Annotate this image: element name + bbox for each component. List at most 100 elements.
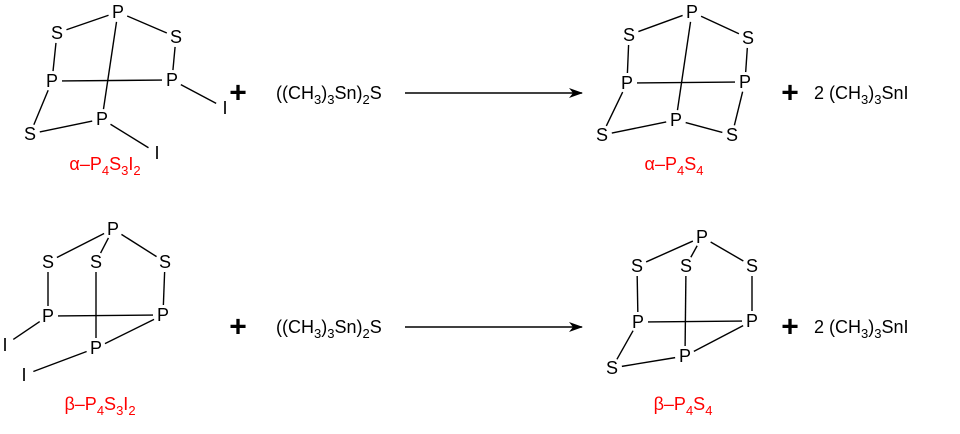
text-run: β–P (64, 394, 96, 414)
subscript: 2 (362, 92, 369, 107)
atom-p: P (632, 312, 644, 332)
subscript: 2 (128, 403, 135, 418)
bond (102, 21, 118, 110)
bond (693, 325, 744, 352)
plus-sign: + (781, 311, 799, 344)
bond (611, 121, 667, 134)
atom-p: P (46, 71, 58, 91)
atom-p: P (112, 2, 124, 22)
atom-s: S (24, 124, 36, 144)
text-run: 2 (CH (814, 317, 861, 337)
subscript: 2 (133, 163, 140, 178)
text-run: ) (868, 317, 874, 337)
compound-label: α–P4S4 (645, 154, 704, 178)
bond (33, 350, 87, 373)
subscript: 4 (705, 403, 712, 418)
reactant-molecule: P S S P P P S I I (24, 2, 228, 163)
bond (636, 275, 639, 313)
reagent-formula: ((CH3)3Sn)2S (276, 83, 382, 107)
bond (616, 330, 634, 360)
bond (733, 91, 744, 126)
text-run: α–P (645, 154, 677, 174)
atom-p: P (157, 305, 169, 325)
atom-p: P (686, 2, 698, 22)
atom-p: P (107, 219, 119, 239)
atom-s: S (726, 125, 738, 145)
text-run: S (693, 394, 705, 414)
subscript: 4 (686, 403, 693, 418)
plus-sign: + (229, 77, 247, 110)
subscript: 3 (314, 326, 321, 341)
bond (56, 232, 105, 259)
text-run: ((CH (276, 83, 314, 103)
bond (676, 21, 692, 111)
text-run: S (370, 317, 382, 337)
text-run: I (128, 154, 133, 174)
subscript: 3 (121, 163, 128, 178)
text-run: I (123, 394, 128, 414)
bond (645, 240, 694, 263)
subscript: 3 (314, 92, 321, 107)
atom-s: S (631, 256, 643, 276)
bond (636, 81, 736, 84)
atom-s: S (680, 256, 692, 276)
subscript: 3 (327, 326, 334, 341)
subscript: 3 (861, 92, 868, 107)
subscript: 3 (874, 326, 881, 341)
subscript: 4 (677, 163, 684, 178)
atom-p: P (166, 70, 178, 90)
reagent-formula: ((CH3)3Sn)2S (276, 317, 382, 341)
byproduct-formula: 2 (CH3)3SnI (814, 317, 909, 341)
bond (126, 15, 168, 34)
bond (626, 44, 630, 74)
text-run: α–P (69, 154, 101, 174)
product-molecule: P S S P P P S S (596, 2, 754, 145)
bond (710, 241, 744, 262)
text-run: 2 (CH (814, 83, 861, 103)
atom-i: I (2, 335, 7, 355)
atom-p: P (739, 72, 751, 92)
bond (104, 318, 155, 345)
atom-s: S (606, 358, 618, 378)
atom-p: P (746, 311, 758, 331)
subscript: 4 (97, 403, 104, 418)
byproduct-formula: 2 (CH3)3SnI (814, 83, 909, 107)
bond (33, 89, 49, 126)
bond (52, 42, 57, 72)
text-run: β–P (654, 394, 686, 414)
text-run: S (104, 394, 116, 414)
subscript: 4 (102, 163, 109, 178)
compound-label: α–P4S3I2 (69, 154, 140, 178)
atom-p: P (679, 346, 691, 366)
subscript: 4 (696, 163, 703, 178)
atom-p: P (670, 110, 682, 130)
bond (66, 14, 109, 31)
bond (121, 233, 157, 258)
atom-s: S (596, 125, 608, 145)
bond (690, 245, 698, 258)
text-run: S (684, 154, 696, 174)
text-run: ) (868, 83, 874, 103)
atom-s: S (170, 27, 182, 47)
atom-i: I (154, 143, 159, 163)
bond (172, 46, 176, 71)
bond (162, 271, 166, 306)
text-run: ((CH (276, 317, 314, 337)
text-run: SnI (881, 83, 908, 103)
atom-s: S (42, 252, 54, 272)
atom-p: P (696, 227, 708, 247)
bond (605, 91, 624, 127)
bond (39, 120, 93, 133)
bond (700, 15, 740, 35)
bond (110, 123, 149, 149)
subscript: 2 (362, 326, 369, 341)
atom-i: I (222, 98, 227, 118)
subscript: 3 (861, 326, 868, 341)
subscript: 3 (327, 92, 334, 107)
text-run: S (370, 83, 382, 103)
atom-s: S (51, 23, 63, 43)
product-molecule: PS S SP PPS (606, 227, 758, 378)
text-run: ) (321, 317, 327, 337)
